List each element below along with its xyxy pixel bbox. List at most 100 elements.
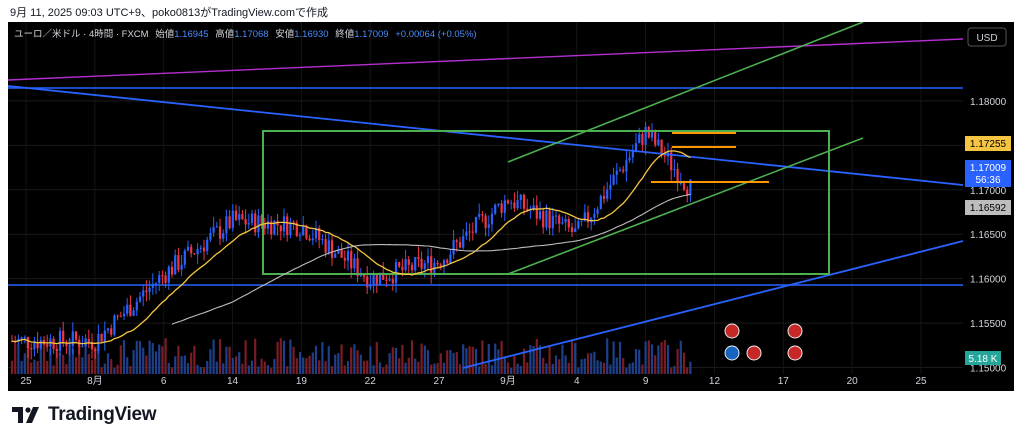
candle-body [273, 220, 276, 235]
volume-bar [116, 364, 119, 374]
candle-body [484, 215, 487, 228]
volume-bar [212, 339, 215, 374]
candle-body [324, 239, 327, 253]
volume-badge: 5.18 K [965, 351, 1001, 365]
volume-bar [631, 362, 634, 374]
candle-body [449, 254, 452, 264]
volume-bar [558, 359, 561, 374]
time-tick-label: 9月 [500, 375, 516, 387]
brand-name: TradingView [48, 404, 157, 425]
candle-body [625, 160, 628, 172]
candle-body [318, 227, 321, 240]
volume-bar [84, 338, 87, 374]
volume-bar [222, 363, 225, 374]
volume-bar [583, 358, 586, 374]
time-tick-label: 14 [227, 376, 239, 387]
volume-bar [199, 367, 202, 374]
time-tick-label: 4 [574, 376, 580, 387]
candle-body [167, 266, 170, 283]
candle-body [647, 126, 650, 138]
volume-bar [366, 360, 369, 374]
volume-bar [609, 364, 612, 374]
candle-body [71, 331, 74, 346]
candle-body [234, 210, 238, 220]
volume-bar [471, 346, 474, 374]
candle-body [20, 337, 23, 339]
volume-bar [455, 352, 458, 374]
candle-body [286, 216, 289, 236]
volume-bar [154, 351, 158, 374]
volume-bar [503, 357, 506, 374]
volume-bar [100, 367, 103, 374]
candle-body [151, 283, 154, 288]
volume-bar [170, 367, 174, 374]
volume-bar [273, 358, 276, 374]
price-chart[interactable]: ユーロ／米ドル · 4時間 · FXCM 始値1.16945 高値1.17068… [8, 22, 1014, 391]
candle-body [270, 221, 273, 235]
candle-body [679, 183, 682, 185]
candle-body [561, 222, 564, 224]
volume-bar [535, 338, 538, 374]
currency-button-label: USD [976, 33, 997, 44]
volume-bar [340, 344, 343, 374]
candle-body [263, 223, 266, 229]
candle-body [218, 226, 222, 239]
volume-bar [122, 340, 126, 374]
candle-body [590, 217, 593, 223]
candle-body [570, 227, 574, 233]
volume-bar [324, 361, 327, 374]
volume-bar [289, 339, 292, 374]
volume-bar [71, 348, 74, 374]
candle-body [362, 274, 366, 277]
candle-body [84, 338, 87, 347]
volume-bar [458, 364, 462, 374]
volume-bar [462, 344, 465, 374]
volume-bar [625, 367, 628, 374]
volume-bar [529, 345, 532, 374]
candle-body [138, 296, 142, 302]
candle-body [554, 215, 558, 217]
candle-body [423, 263, 426, 269]
candle-body [238, 214, 241, 220]
volume-bar [183, 355, 186, 374]
tradingview-logo[interactable]: TradingView [12, 404, 157, 426]
candle-body [334, 253, 337, 258]
volume-bar [660, 342, 663, 374]
candle-body [420, 258, 423, 269]
currency-button[interactable]: USD [967, 27, 1007, 47]
time-tick-label: 9 [643, 376, 649, 387]
volume-bar [39, 344, 42, 374]
candle-body [593, 213, 596, 218]
long-moving-average [171, 193, 691, 325]
candle-body [574, 228, 577, 233]
candle-body [654, 131, 657, 145]
volume-bar [202, 367, 206, 374]
candles [10, 121, 692, 360]
volume-bar [353, 344, 356, 374]
candle-body [641, 134, 644, 145]
countdown-label: 56:36 [975, 175, 1000, 186]
candle-body [23, 337, 26, 339]
overlays [8, 22, 964, 369]
volume-bar [30, 362, 33, 374]
volume-bar [68, 338, 71, 374]
economic-event-icon [746, 345, 762, 361]
chart-panel[interactable]: ユーロ／米ドル · 4時間 · FXCM 始値1.16945 高値1.17068… [8, 22, 1014, 391]
volume-bar [113, 367, 116, 374]
candle-body [500, 203, 503, 213]
descending-trendline [8, 85, 964, 186]
volume-bar [58, 353, 62, 374]
volume-bar [97, 343, 100, 374]
candle-body [87, 338, 90, 342]
ascending-trendline [462, 240, 964, 369]
candle-body [174, 255, 177, 275]
volume-bar [449, 349, 452, 374]
volume-bar [385, 364, 388, 374]
volume-bar [638, 349, 641, 374]
volume-bar [279, 338, 282, 374]
volume-bar [327, 346, 330, 374]
volume-bar [522, 348, 526, 374]
candle-body [90, 341, 94, 350]
volume-bar [532, 346, 535, 374]
candle-body [628, 157, 631, 161]
